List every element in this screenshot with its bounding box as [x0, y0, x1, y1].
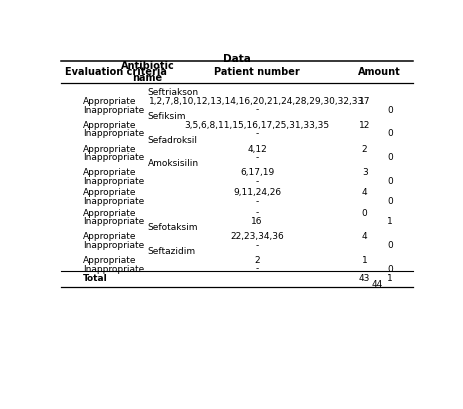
Text: 17: 17 — [359, 97, 370, 106]
Text: 0: 0 — [387, 106, 393, 115]
Text: 1: 1 — [362, 256, 368, 265]
Text: 12: 12 — [359, 121, 370, 130]
Text: 16: 16 — [251, 217, 263, 226]
Text: Appropriate: Appropriate — [83, 256, 137, 265]
Text: 22,23,34,36: 22,23,34,36 — [230, 232, 284, 241]
Text: -: - — [256, 129, 259, 138]
Text: 0: 0 — [387, 177, 393, 186]
Text: -: - — [256, 209, 259, 218]
Text: 2: 2 — [362, 145, 368, 154]
Text: 44: 44 — [372, 280, 383, 289]
Text: 3,5,6,8,11,15,16,17,25,31,33,35: 3,5,6,8,11,15,16,17,25,31,33,35 — [184, 121, 330, 130]
Text: 0: 0 — [387, 241, 393, 250]
Text: 2: 2 — [254, 256, 260, 265]
Text: -: - — [256, 106, 259, 115]
Text: 1: 1 — [387, 274, 393, 283]
Text: Inappropriate: Inappropriate — [83, 106, 144, 115]
Text: Evaluation criteria: Evaluation criteria — [65, 67, 167, 77]
Text: Amoksisilin: Amoksisilin — [148, 160, 199, 169]
Text: Appropriate: Appropriate — [83, 145, 137, 154]
Text: 4: 4 — [362, 232, 368, 241]
Text: Inappropriate: Inappropriate — [83, 177, 144, 186]
Text: -: - — [256, 197, 259, 206]
Text: Patient number: Patient number — [214, 67, 300, 77]
Text: 4: 4 — [362, 189, 368, 198]
Text: Sefotaksim: Sefotaksim — [148, 223, 198, 232]
Text: Sefiksim: Sefiksim — [148, 112, 186, 121]
Text: 0: 0 — [362, 209, 368, 218]
Text: Inappropriate: Inappropriate — [83, 217, 144, 226]
Text: 0: 0 — [387, 129, 393, 138]
Text: 1: 1 — [387, 217, 393, 226]
Text: Inappropriate: Inappropriate — [83, 153, 144, 162]
Text: 0: 0 — [387, 265, 393, 274]
Text: -: - — [256, 241, 259, 250]
Text: 0: 0 — [387, 197, 393, 206]
Text: Seftriakson: Seftriakson — [148, 88, 199, 97]
Text: 1,2,7,8,10,12,13,14,16,20,21,24,28,29,30,32,33: 1,2,7,8,10,12,13,14,16,20,21,24,28,29,30… — [150, 97, 365, 106]
Text: Sefadroksil: Sefadroksil — [148, 136, 198, 145]
Text: 9,11,24,26: 9,11,24,26 — [233, 189, 281, 198]
Text: -: - — [256, 265, 259, 274]
Text: 6,17,19: 6,17,19 — [240, 169, 274, 178]
Text: 4,12: 4,12 — [247, 145, 267, 154]
Text: Appropriate: Appropriate — [83, 121, 137, 130]
Text: Data: Data — [223, 54, 251, 65]
Text: -: - — [256, 177, 259, 186]
Text: Inappropriate: Inappropriate — [83, 241, 144, 250]
Text: Appropriate: Appropriate — [83, 97, 137, 106]
Text: 3: 3 — [362, 169, 368, 178]
Text: Inappropriate: Inappropriate — [83, 265, 144, 274]
Text: 0: 0 — [387, 153, 393, 162]
Text: Antibiotic
name: Antibiotic name — [121, 61, 175, 83]
Text: Inappropriate: Inappropriate — [83, 197, 144, 206]
Text: Appropriate: Appropriate — [83, 232, 137, 241]
Text: Amount: Amount — [357, 67, 400, 77]
Text: Seftazidim: Seftazidim — [148, 247, 196, 256]
Text: Total: Total — [83, 274, 108, 283]
Text: -: - — [256, 153, 259, 162]
Text: Inappropriate: Inappropriate — [83, 129, 144, 138]
Text: 43: 43 — [359, 274, 370, 283]
Text: Appropriate: Appropriate — [83, 189, 137, 198]
Text: Appropriate: Appropriate — [83, 169, 137, 178]
Text: Appropriate: Appropriate — [83, 209, 137, 218]
